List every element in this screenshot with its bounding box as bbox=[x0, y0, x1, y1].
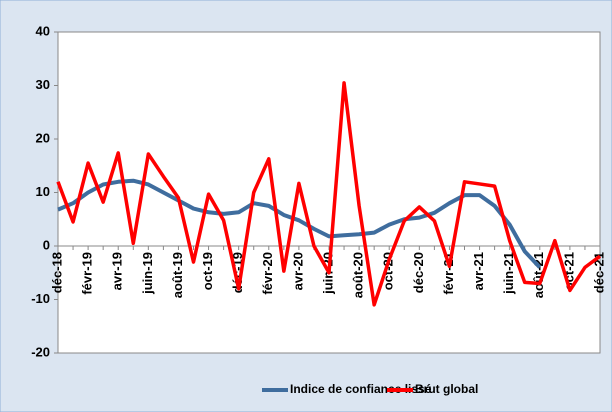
x-tick-label: févr-21 bbox=[441, 252, 456, 295]
plot-area bbox=[57, 31, 601, 354]
x-tick-label: oct-20 bbox=[381, 252, 396, 290]
legend bbox=[220, 377, 460, 403]
x-tick-label: déc-18 bbox=[49, 252, 64, 293]
y-tick-label: 20 bbox=[36, 130, 50, 145]
x-tick-label: avr-20 bbox=[290, 252, 305, 290]
series-line bbox=[56, 81, 602, 307]
x-tick-label: févr-19 bbox=[80, 252, 95, 295]
x-tick-label: févr-20 bbox=[260, 252, 275, 295]
y-tick-label: 40 bbox=[36, 23, 50, 38]
y-tick-label: 10 bbox=[36, 184, 50, 199]
x-tick-label: déc-20 bbox=[411, 252, 426, 293]
y-tick-label: 30 bbox=[36, 77, 50, 92]
y-tick-label: 0 bbox=[43, 237, 50, 252]
x-tick-label: juin-21 bbox=[501, 252, 516, 295]
series-line bbox=[57, 178, 542, 269]
y-tick-label: -20 bbox=[31, 344, 50, 359]
x-tick-label: oct-21 bbox=[561, 252, 576, 290]
x-tick-label: avr-19 bbox=[110, 252, 125, 290]
x-tick-label: avr-21 bbox=[471, 252, 486, 290]
legend-label: Brut global bbox=[415, 382, 478, 396]
legend-label: Indice de confiance lissé bbox=[290, 382, 432, 396]
x-tick-label: août-20 bbox=[351, 252, 366, 298]
x-tick-label: juin-19 bbox=[140, 252, 155, 295]
y-tick-label: -10 bbox=[31, 291, 50, 306]
x-tick-label: déc-21 bbox=[591, 252, 606, 293]
x-tick-label: août-19 bbox=[170, 252, 185, 298]
x-tick-label: oct-19 bbox=[200, 252, 215, 290]
